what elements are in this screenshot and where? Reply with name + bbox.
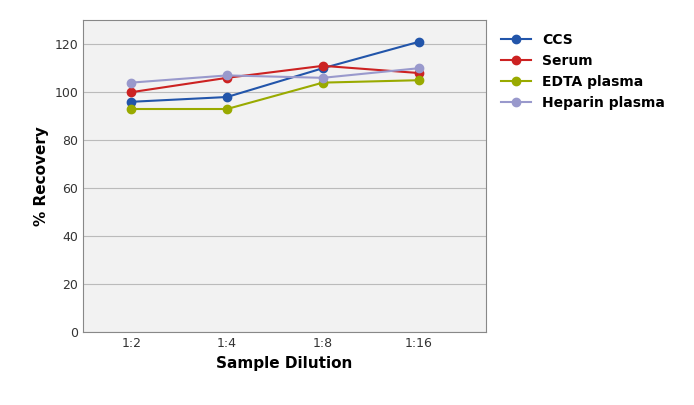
Serum [414, 70, 423, 75]
Heparin plasma [223, 73, 231, 78]
EDTA plasma [414, 78, 423, 83]
Serum [223, 75, 231, 80]
EDTA plasma [127, 107, 135, 111]
Y-axis label: % Recovery: % Recovery [34, 126, 49, 226]
Legend: CCS, Serum, EDTA plasma, Heparin plasma: CCS, Serum, EDTA plasma, Heparin plasma [501, 34, 666, 110]
Serum [319, 64, 327, 68]
Serum [127, 90, 135, 95]
CCS [223, 95, 231, 100]
CCS [414, 39, 423, 44]
Line: EDTA plasma: EDTA plasma [127, 76, 423, 113]
Line: Heparin plasma: Heparin plasma [127, 64, 423, 87]
Line: CCS: CCS [127, 38, 423, 106]
CCS [127, 99, 135, 104]
Heparin plasma [414, 66, 423, 70]
X-axis label: Sample Dilution: Sample Dilution [217, 356, 353, 371]
Line: Serum: Serum [127, 62, 423, 96]
Heparin plasma [319, 75, 327, 80]
Heparin plasma [127, 80, 135, 85]
CCS [319, 66, 327, 70]
EDTA plasma [319, 80, 327, 85]
EDTA plasma [223, 107, 231, 111]
